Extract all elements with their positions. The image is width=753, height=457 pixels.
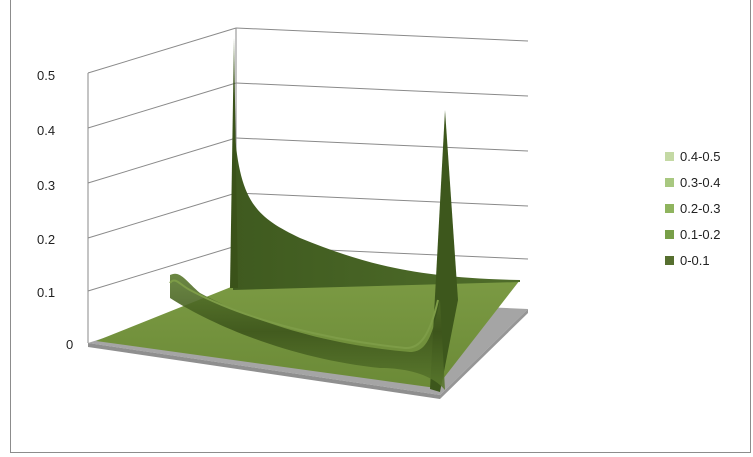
gridline-0.1	[87, 245, 237, 292]
z-tick-0: 0	[66, 337, 73, 352]
legend-swatch	[665, 177, 674, 187]
legend-swatch	[665, 255, 674, 265]
floor-front-edge	[88, 343, 440, 399]
legend-label: 0.1-0.2	[680, 226, 721, 242]
gridline-0.2	[87, 192, 237, 239]
gridline-0.3	[87, 137, 237, 184]
legend: 0.4-0.5 0.3-0.4 0.2-0.3 0.1-0.2 0-0.1	[665, 143, 750, 273]
legend-label: 0.4-0.5	[680, 148, 721, 164]
legend-label: 0-0.1	[680, 252, 710, 268]
legend-label: 0.2-0.3	[680, 200, 721, 216]
z-tick-0.5: 0.5	[37, 68, 55, 83]
z-axis-labels: 0.5 0.4 0.3 0.2 0.1 0	[37, 68, 73, 352]
surface-back-spike	[230, 38, 238, 288]
surface-back-ridge	[233, 100, 520, 290]
legend-item-0.1-0.2: 0.1-0.2	[665, 221, 750, 247]
z-tick-0.1: 0.1	[37, 285, 55, 300]
legend-swatch	[665, 203, 674, 213]
gridline-0.2-back	[235, 192, 529, 207]
z-tick-0.4: 0.4	[37, 123, 55, 138]
gridline-0.3-back	[235, 137, 529, 152]
legend-item-0-0.1: 0-0.1	[665, 247, 750, 273]
floor-right-edge	[440, 309, 528, 399]
legend-swatch	[665, 151, 674, 161]
z-tick-0.2: 0.2	[37, 232, 55, 247]
legend-label: 0.3-0.4	[680, 174, 721, 190]
surface-front-ridge	[169, 279, 439, 350]
gridline-0.4	[87, 82, 237, 129]
legend-swatch	[665, 229, 674, 239]
legend-item-0.3-0.4: 0.3-0.4	[665, 169, 750, 195]
surface-trough	[170, 273, 445, 390]
gridline-0.5-back	[235, 27, 529, 42]
gridlines	[87, 27, 529, 343]
gridline-0.5	[87, 27, 237, 74]
legend-item-0.4-0.5: 0.4-0.5	[665, 143, 750, 169]
legend-item-0.2-0.3: 0.2-0.3	[665, 195, 750, 221]
gridline-0.4-back	[235, 82, 529, 97]
z-tick-0.3: 0.3	[37, 178, 55, 193]
